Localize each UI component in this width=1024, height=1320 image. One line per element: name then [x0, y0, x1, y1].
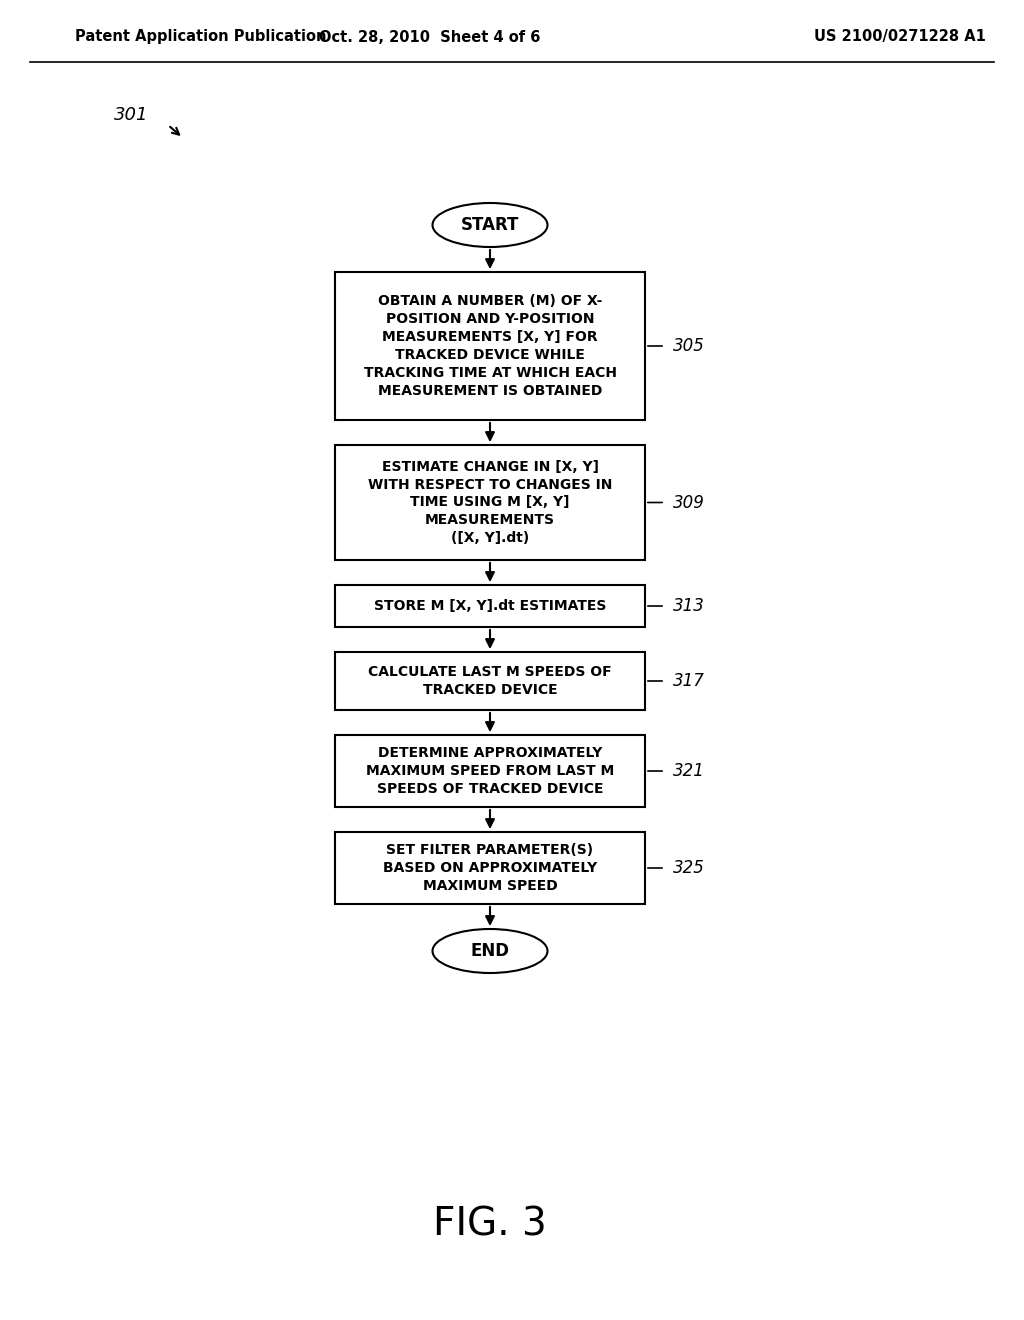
Text: CALCULATE LAST M SPEEDS OF
TRACKED DEVICE: CALCULATE LAST M SPEEDS OF TRACKED DEVIC…: [369, 665, 611, 697]
Text: Oct. 28, 2010  Sheet 4 of 6: Oct. 28, 2010 Sheet 4 of 6: [319, 29, 541, 45]
Bar: [335, 832, 645, 904]
Bar: [335, 652, 645, 710]
Text: END: END: [470, 942, 510, 960]
Bar: [335, 585, 645, 627]
Text: STORE M [X, Y].dt ESTIMATES: STORE M [X, Y].dt ESTIMATES: [374, 599, 606, 612]
Text: US 2100/0271228 A1: US 2100/0271228 A1: [814, 29, 986, 45]
Text: Patent Application Publication: Patent Application Publication: [75, 29, 327, 45]
Bar: [335, 445, 645, 560]
Text: START: START: [461, 216, 519, 234]
Text: 309: 309: [673, 494, 705, 511]
Text: 317: 317: [673, 672, 705, 690]
Text: 305: 305: [673, 337, 705, 355]
Bar: [335, 735, 645, 807]
Text: ESTIMATE CHANGE IN [X, Y]
WITH RESPECT TO CHANGES IN
TIME USING M [X, Y]
MEASURE: ESTIMATE CHANGE IN [X, Y] WITH RESPECT T…: [368, 459, 612, 545]
Text: DETERMINE APPROXIMATELY
MAXIMUM SPEED FROM LAST M
SPEEDS OF TRACKED DEVICE: DETERMINE APPROXIMATELY MAXIMUM SPEED FR…: [366, 746, 614, 796]
Text: 325: 325: [673, 859, 705, 876]
Text: FIG. 3: FIG. 3: [433, 1206, 547, 1243]
Text: 321: 321: [673, 762, 705, 780]
Text: OBTAIN A NUMBER (M) OF X-
POSITION AND Y-POSITION
MEASUREMENTS [X, Y] FOR
TRACKE: OBTAIN A NUMBER (M) OF X- POSITION AND Y…: [364, 294, 616, 397]
Ellipse shape: [432, 929, 548, 973]
Bar: [335, 272, 645, 420]
Text: 313: 313: [673, 597, 705, 615]
Ellipse shape: [432, 203, 548, 247]
Text: SET FILTER PARAMETER(S)
BASED ON APPROXIMATELY
MAXIMUM SPEED: SET FILTER PARAMETER(S) BASED ON APPROXI…: [383, 843, 597, 892]
Text: 301: 301: [114, 106, 148, 124]
